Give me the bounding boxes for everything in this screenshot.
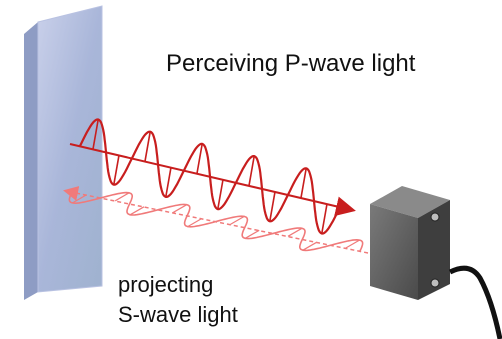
wave-vector-tick xyxy=(248,155,255,186)
reflective-panel-icon xyxy=(24,5,103,300)
wave-vector-tick xyxy=(196,143,203,174)
wave-vector-tick xyxy=(217,179,224,210)
wave-vector-tick xyxy=(144,131,151,162)
wave-vector-tick xyxy=(114,192,130,202)
cable-icon xyxy=(448,265,502,339)
wave-vector-tick xyxy=(172,204,187,214)
s-wave-label: projecting S-wave light xyxy=(118,270,238,330)
s-wave-label-line2: S-wave light xyxy=(118,302,238,327)
wave-vector-tick xyxy=(245,229,260,239)
wave-vector-tick xyxy=(230,215,245,225)
wave-vector-tick xyxy=(129,206,145,216)
wave-vector-tick xyxy=(92,119,99,150)
p-wave-label: Perceiving P-wave light xyxy=(166,50,416,77)
wave-vector-tick xyxy=(300,168,307,198)
wave-vector-tick xyxy=(72,194,87,204)
wave-vector-tick xyxy=(302,241,318,251)
p-wave xyxy=(69,118,356,235)
wave-vector-tick xyxy=(287,227,303,237)
wave-vector-tick xyxy=(113,155,120,185)
s-wave xyxy=(63,186,369,254)
wave-vector-tick xyxy=(321,203,328,234)
wave-vector-tick xyxy=(345,239,360,249)
screw-icon xyxy=(430,212,440,222)
wave-vector-tick xyxy=(269,191,276,222)
sensor-icon xyxy=(370,186,502,339)
screw-icon xyxy=(430,278,440,288)
s-wave-label-line1: projecting xyxy=(118,272,214,297)
wave-vector-tick xyxy=(187,218,202,228)
wave-vector-tick xyxy=(165,167,172,198)
